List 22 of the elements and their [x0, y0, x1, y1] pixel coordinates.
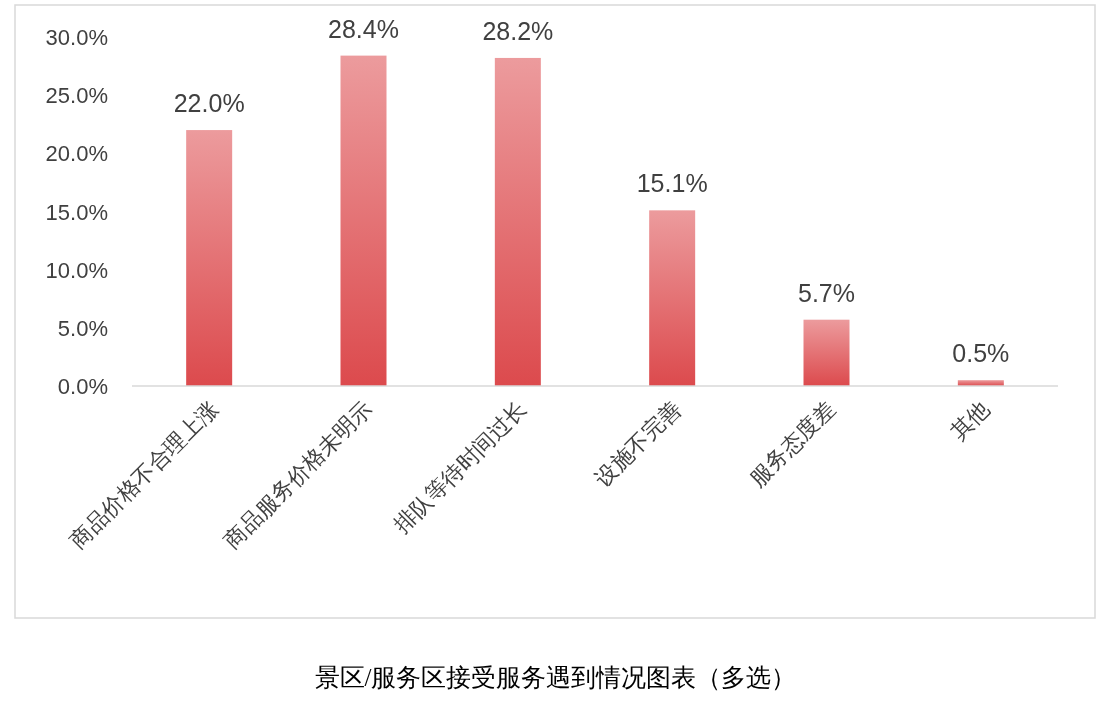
text: 景区/服务区接受服务遇到情况图表（多选） [314, 664, 797, 691]
y-tick-label: 20.0% [45, 141, 108, 167]
data-label: 28.2% [482, 16, 554, 45]
data-label: 0.5% [952, 339, 1010, 368]
bar [186, 130, 233, 386]
x-tick-label: 设施不完善 [590, 395, 686, 492]
data-label: 22.0% [173, 89, 245, 118]
bar [494, 57, 541, 386]
data-label: 15.1% [636, 169, 708, 198]
bar [803, 319, 850, 386]
y-tick-label: 25.0% [45, 83, 108, 109]
bar [340, 55, 387, 386]
x-tick-label: 其他 [945, 395, 995, 445]
y-tick-label: 30.0% [45, 25, 108, 50]
data-label: 28.4% [328, 14, 399, 43]
y-tick-label: 15.0% [45, 199, 108, 225]
x-tick-label: 排队等待时间过长 [389, 395, 532, 538]
x-tick-label: 服务态度差 [744, 395, 841, 492]
y-tick-label: 5.0% [57, 315, 108, 341]
bar [649, 210, 696, 386]
y-tick-label: 10.0% [45, 257, 108, 283]
data-label: 5.7% [798, 278, 855, 307]
